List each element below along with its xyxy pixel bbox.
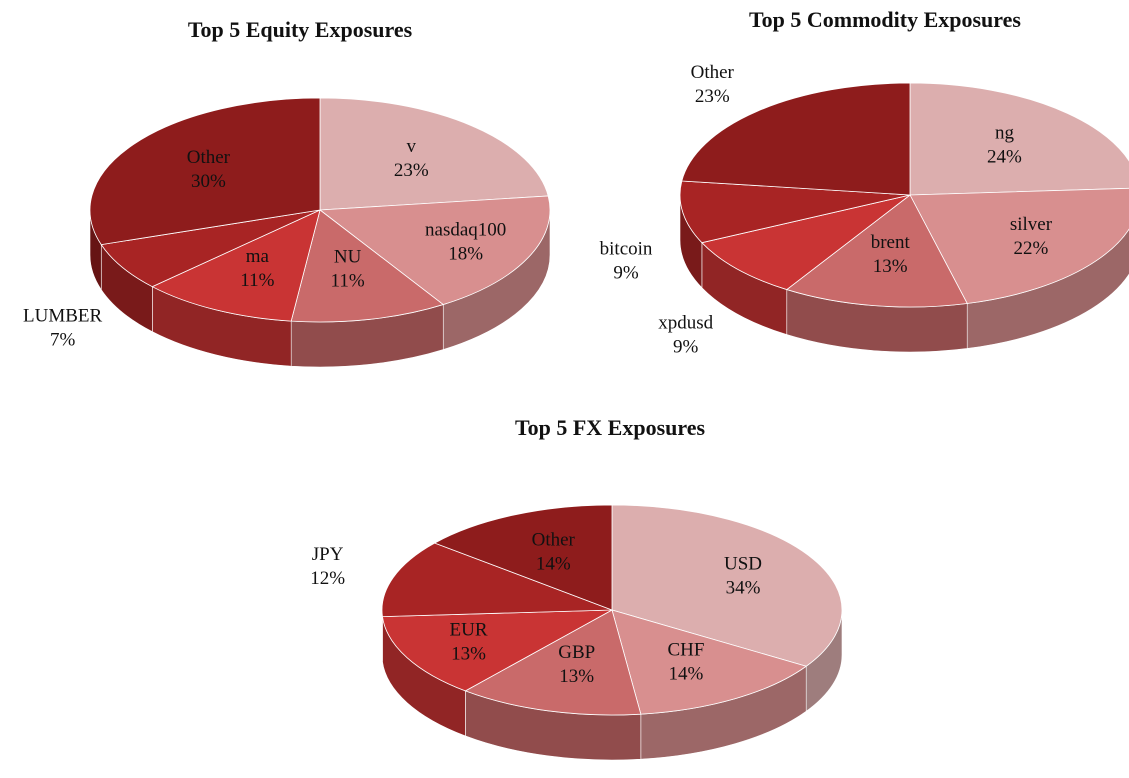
pie — [679, 82, 1129, 353]
slice-value-label: 7% — [50, 329, 76, 350]
slice-label: nasdaq100 — [425, 220, 506, 241]
slice-label: ng — [995, 122, 1015, 143]
slice-label: brent — [871, 232, 911, 253]
slice-value-label: 14% — [669, 664, 704, 685]
slice — [318, 195, 551, 306]
slice-value-label: 22% — [1014, 238, 1049, 259]
slice-label: JPY — [312, 544, 344, 565]
slice — [611, 609, 808, 715]
slice — [909, 82, 1129, 196]
slice-value-label: 11% — [240, 270, 274, 291]
slice-value-label: 13% — [559, 666, 594, 687]
slice-label: LUMBER — [23, 305, 103, 326]
slice-value-label: 12% — [310, 568, 345, 589]
slice — [909, 187, 1129, 304]
slice — [151, 209, 321, 322]
slice — [290, 209, 445, 323]
slice — [785, 194, 968, 308]
chart-title: Top 5 FX Exposures — [515, 415, 706, 440]
slice — [89, 97, 321, 246]
slice-value-label: 34% — [726, 577, 761, 598]
slice-label: Other — [691, 62, 735, 83]
slice-value-label: 9% — [613, 262, 639, 283]
slice — [701, 194, 911, 291]
slice-value-label: 30% — [191, 171, 226, 192]
slice-value-label: 18% — [448, 244, 483, 265]
slice-label: CHF — [667, 640, 704, 661]
slice — [319, 97, 549, 211]
slice — [100, 209, 321, 288]
chart-title: Top 5 Commodity Exposures — [749, 7, 1021, 32]
pie — [381, 504, 843, 761]
slice-value-label: 23% — [695, 86, 730, 107]
slice-value-label: 13% — [451, 644, 486, 665]
slice-label: USD — [724, 553, 762, 574]
slice — [679, 180, 911, 244]
slice — [681, 82, 911, 196]
slice-label: Other — [532, 529, 576, 550]
slice-label: EUR — [450, 620, 488, 641]
slice-label: GBP — [558, 642, 595, 663]
slice-value-label: 14% — [536, 553, 571, 574]
slice — [611, 504, 843, 667]
slice-label: bitcoin — [600, 238, 653, 259]
slice — [464, 609, 642, 716]
slice-label: xpdusd — [658, 313, 713, 334]
slice-value-label: 23% — [394, 160, 429, 181]
slice — [381, 609, 613, 692]
slice-label: silver — [1010, 214, 1053, 235]
slice-label: Other — [187, 147, 231, 168]
chart-title: Top 5 Equity Exposures — [188, 17, 413, 42]
pie — [89, 97, 551, 368]
slice-value-label: 24% — [987, 146, 1022, 167]
slice-label: NU — [334, 246, 362, 267]
slice-label: v — [407, 136, 417, 157]
slice-value-label: 11% — [331, 270, 365, 291]
slice-value-label: 9% — [673, 337, 699, 358]
slice-value-label: 13% — [873, 256, 908, 277]
slice-label: ma — [246, 246, 270, 267]
slice — [381, 542, 613, 618]
slice — [433, 504, 613, 611]
